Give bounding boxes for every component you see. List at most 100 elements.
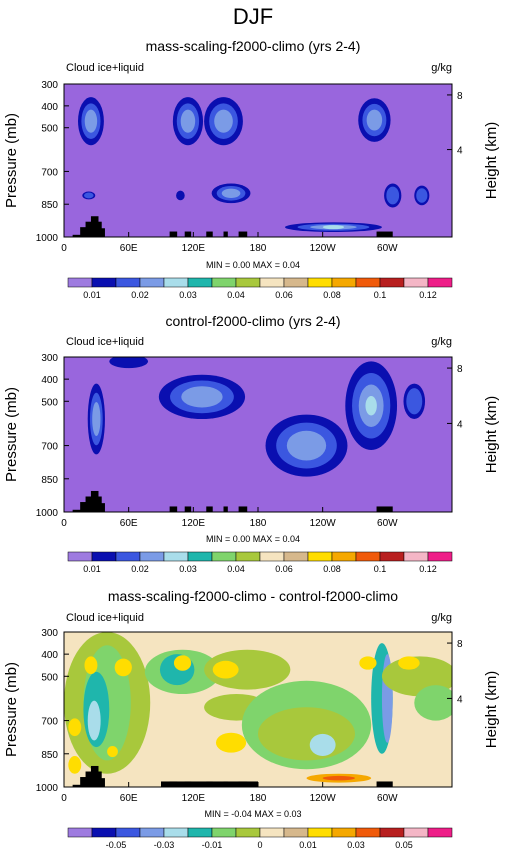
field-contour-p1-b8-l2 [416,188,428,203]
colorbar-label: 0.06 [275,290,293,300]
field-contour-p2-b2-l3 [181,386,223,408]
colorbar-swatch [331,551,357,562]
colorbar-label: 0.03 [179,290,197,300]
colorbar-swatch [211,551,237,562]
colorbar-swatch [67,551,93,562]
panel-2-field [64,357,452,512]
colorbar-label: 0.01 [83,290,101,300]
panel-2: control-f2000-climo (yrs 2-4) Cloud ice+l… [3,313,500,574]
panel-3-units-label: g/kg [431,612,452,624]
colorbar-label: 0.01 [299,840,317,850]
diff-contour-27 [107,746,118,758]
colorbar-label: 0.01 [83,564,101,574]
panel-2-background [64,357,452,512]
terrain-p2-s1 [72,509,84,512]
x-tick-label: 120W [310,793,337,804]
terrain-low-p1-s6 [376,231,393,237]
y-right-tick-label: 4 [457,419,463,430]
field-contour-p2-b3-l3 [286,430,327,461]
panel-3-title: mass-scaling-f2000-climo - control-f2000… [108,588,398,604]
colorbar-swatch [115,551,141,562]
x-tick-label: 60W [377,518,398,529]
colorbar-swatch [307,827,333,838]
colorbar-swatch [403,551,429,562]
colorbar-swatch [139,827,165,838]
x-tick-label: 60W [377,243,398,254]
colorbar-swatch [211,277,237,288]
colorbar-swatch [67,277,93,288]
terrain-low-p1-s5 [238,231,248,237]
field-contour-p2-b6-l1 [109,357,149,369]
y-right-tick-label: 8 [457,91,463,102]
diff-contour-11 [309,733,336,757]
terrain-low-p2-s1 [169,506,178,512]
colorbar-swatch [259,277,285,288]
terrain-p3-s5 [98,778,105,787]
colorbar-swatch [379,827,405,838]
colorbar-swatch [355,551,381,562]
panel-1-background [64,84,452,237]
terrain-low-p3-s6 [376,781,393,787]
terrain-low-p2-s6 [376,506,393,512]
colorbar-label: 0.04 [227,564,245,574]
colorbar-label: 0.08 [323,290,341,300]
x-tick-label: 120E [182,518,206,529]
field-contour-p1-b1-l3 [84,109,98,133]
colorbar-swatch [91,827,117,838]
colorbar-swatch [211,827,237,838]
colorbar-label: 0.02 [131,290,149,300]
panel-1-ylabel-right: Height (km) [483,122,500,200]
colorbar-swatch [115,827,141,838]
terrain-low-p1-s4 [223,231,228,237]
field-contour-p1-b7-l2 [84,192,94,199]
terrain-low-p2-s4 [223,506,228,512]
y-tick-label: 850 [41,750,58,761]
colorbar-swatch [187,277,213,288]
x-tick-label: 60E [120,793,138,804]
colorbar-swatch [235,551,261,562]
panel-3-field-label: Cloud ice+liquid [66,612,144,624]
colorbar-swatch [139,277,165,288]
panel-2-title: control-f2000-climo (yrs 2-4) [165,313,340,329]
colorbar-swatch [427,277,453,288]
field-contour-p1-b9-l2 [386,186,400,205]
colorbar-swatch [259,827,285,838]
diff-contour-22 [398,656,420,670]
x-tick-label: 0 [61,518,67,529]
colorbar-label: 0.05 [395,840,413,850]
diff-contour-4 [87,700,101,741]
colorbar-swatch [331,277,357,288]
x-tick-label: 60E [120,518,138,529]
field-contour-p2-b4-l4 [365,395,377,416]
field-contour-p1-b10-l4 [322,225,345,230]
colorbar-swatch [163,551,189,562]
y-tick-label: 400 [41,102,58,113]
colorbar-swatch [403,277,429,288]
colorbar-swatch [187,551,213,562]
colorbar-label: 0.06 [275,564,293,574]
terrain-p2-s4 [90,490,99,512]
x-tick-label: 180 [250,243,267,254]
diff-contour-7 [204,649,291,690]
colorbar-swatch [283,551,309,562]
y-tick-label: 500 [41,672,58,683]
y-tick-label: 700 [41,717,58,728]
diff-contour-16 [84,656,98,675]
colorbar-swatch [355,277,381,288]
field-contour-p2-b5-l2 [406,388,423,415]
diff-contour-17 [114,658,132,677]
diff-contour-15 [414,685,452,721]
y-tick-label: 700 [41,167,58,178]
y-tick-label: 1000 [36,508,59,519]
y-tick-label: 500 [41,124,58,135]
colorbar-label: -0.03 [154,840,175,850]
panel-2-ylabel-right: Height (km) [483,396,500,474]
diff-contour-26 [68,756,82,774]
colorbar-swatch [235,277,261,288]
colorbar-swatch [307,551,333,562]
x-tick-label: 180 [250,793,267,804]
terrain-low-p1-s3 [206,231,213,237]
terrain-p2-s5 [98,503,105,512]
terrain-p3-s1 [72,784,84,787]
x-tick-label: 120E [182,243,206,254]
